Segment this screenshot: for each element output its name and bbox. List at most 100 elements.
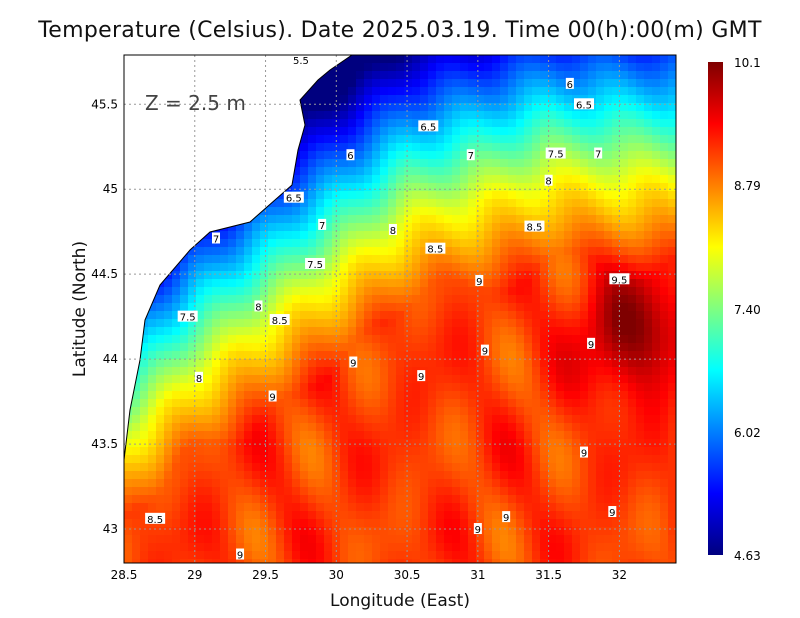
heatmap-cell <box>612 151 621 160</box>
heatmap-cell <box>524 543 533 552</box>
heatmap-cell <box>228 223 237 232</box>
heatmap-cell <box>660 335 669 344</box>
heatmap-cell <box>564 167 573 176</box>
heatmap-cell <box>556 343 565 352</box>
heatmap-cell <box>628 231 637 240</box>
heatmap-cell <box>436 383 445 392</box>
heatmap-cell <box>668 455 676 464</box>
heatmap-cell <box>468 231 477 240</box>
heatmap-cell <box>420 215 429 224</box>
heatmap-cell <box>204 367 213 376</box>
heatmap-cell <box>524 87 533 96</box>
heatmap-cell <box>364 511 373 520</box>
heatmap-cell <box>532 495 541 504</box>
heatmap-cell <box>508 367 517 376</box>
heatmap-cell <box>388 183 397 192</box>
heatmap-cell <box>596 551 605 560</box>
heatmap-cell <box>660 407 669 416</box>
heatmap-cell <box>452 63 461 72</box>
heatmap-cell <box>372 359 381 368</box>
heatmap-cell <box>468 479 477 488</box>
heatmap-cell <box>644 63 653 72</box>
heatmap-cell <box>660 391 669 400</box>
heatmap-cell <box>572 303 581 312</box>
heatmap-cell <box>140 431 149 440</box>
heatmap-cell <box>244 519 253 528</box>
heatmap-cell <box>132 391 141 400</box>
heatmap-cell <box>492 79 501 88</box>
heatmap-cell <box>292 175 301 184</box>
heatmap-cell <box>540 327 549 336</box>
heatmap-cell <box>492 255 501 264</box>
heatmap-cell <box>156 351 165 360</box>
heatmap-cell <box>156 487 165 496</box>
heatmap-cell <box>324 415 333 424</box>
heatmap-cell <box>404 399 413 408</box>
heatmap-cell <box>188 287 197 296</box>
heatmap-cell <box>188 319 197 328</box>
heatmap-cell <box>460 119 469 128</box>
heatmap-cell <box>524 79 533 88</box>
heatmap-cell <box>356 55 365 64</box>
heatmap-cell <box>228 399 237 408</box>
heatmap-cell <box>260 343 269 352</box>
heatmap-cell <box>668 135 676 144</box>
heatmap-cell <box>212 399 221 408</box>
heatmap-cell <box>540 503 549 512</box>
heatmap-cell <box>292 487 301 496</box>
heatmap-cell <box>588 383 597 392</box>
heatmap-cell <box>204 359 213 368</box>
heatmap-cell <box>388 463 397 472</box>
heatmap-cell <box>620 239 629 248</box>
heatmap-cell <box>436 143 445 152</box>
heatmap-cell <box>604 415 613 424</box>
heatmap-cell <box>412 447 421 456</box>
heatmap-cell <box>420 175 429 184</box>
heatmap-cell <box>620 103 629 112</box>
heatmap-cell <box>516 471 525 480</box>
heatmap-cell <box>652 303 661 312</box>
heatmap-cell <box>308 231 317 240</box>
heatmap-cell <box>508 119 517 128</box>
heatmap-cell <box>388 191 397 200</box>
heatmap-cell <box>668 431 676 440</box>
heatmap-cell <box>276 287 285 296</box>
contour-label: 7.5 <box>548 150 564 161</box>
heatmap-cell <box>604 71 613 80</box>
heatmap-cell <box>668 423 676 432</box>
heatmap-cell <box>428 295 437 304</box>
heatmap-cell <box>388 199 397 208</box>
heatmap-cell <box>444 471 453 480</box>
heatmap-cell <box>396 287 405 296</box>
heatmap-cell <box>332 175 341 184</box>
heatmap-cell <box>636 335 645 344</box>
heatmap-cell <box>532 431 541 440</box>
heatmap-cell <box>492 119 501 128</box>
heatmap-cell <box>340 279 349 288</box>
heatmap-cell <box>452 159 461 168</box>
heatmap-cell <box>132 503 141 512</box>
heatmap-cell <box>660 559 669 563</box>
heatmap-cell <box>644 503 653 512</box>
heatmap-cell <box>556 175 565 184</box>
heatmap-cell <box>420 335 429 344</box>
heatmap-cell <box>292 263 301 272</box>
heatmap-cell <box>500 351 509 360</box>
heatmap-cell <box>660 79 669 88</box>
heatmap-cell <box>196 271 205 280</box>
heatmap-cell <box>324 327 333 336</box>
heatmap-cell <box>572 535 581 544</box>
heatmap-cell <box>612 319 621 328</box>
heatmap-cell <box>452 71 461 80</box>
heatmap-cell <box>444 375 453 384</box>
heatmap-cell <box>236 391 245 400</box>
heatmap-cell <box>564 327 573 336</box>
heatmap-cell <box>356 319 365 328</box>
heatmap-cell <box>548 207 557 216</box>
heatmap-cell <box>452 255 461 264</box>
heatmap-cell <box>588 535 597 544</box>
heatmap-cell <box>644 207 653 216</box>
heatmap-cell <box>412 231 421 240</box>
heatmap-cell <box>668 415 676 424</box>
contour-label-bg <box>418 120 439 132</box>
